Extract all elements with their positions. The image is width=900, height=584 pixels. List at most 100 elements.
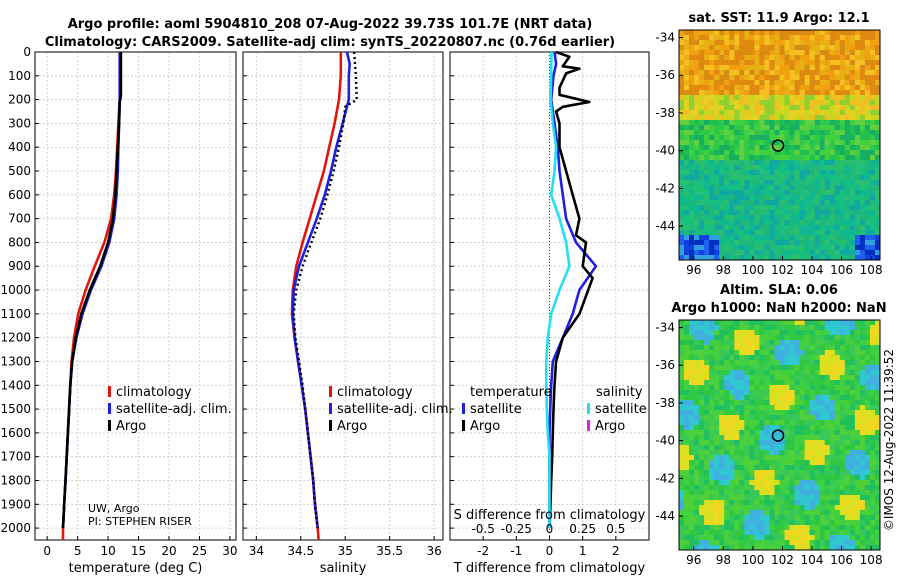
map-cell xyxy=(679,140,685,146)
map-cell xyxy=(844,170,851,176)
map-cell xyxy=(709,215,715,221)
map-cell xyxy=(870,85,876,91)
map-cell xyxy=(759,435,765,441)
map-cell xyxy=(739,355,745,361)
map-cell xyxy=(834,250,841,256)
map-cell xyxy=(754,390,760,396)
map-cell xyxy=(729,405,735,411)
map-cell xyxy=(679,40,685,46)
map-cell xyxy=(870,115,876,121)
map-cell xyxy=(819,45,826,51)
map-cell xyxy=(789,85,795,91)
map-cell xyxy=(709,85,715,91)
map-cell xyxy=(769,545,775,551)
map-cell xyxy=(789,425,795,431)
map-cell xyxy=(870,45,876,51)
map-cell xyxy=(744,465,750,471)
map-cell xyxy=(854,540,861,546)
map-cell xyxy=(784,125,790,131)
map-cell xyxy=(839,465,846,471)
map-cell xyxy=(794,110,800,116)
map-cell xyxy=(684,410,690,416)
map-cell xyxy=(774,345,780,351)
map-cell xyxy=(870,230,876,236)
map-cell xyxy=(839,145,846,151)
map-cell xyxy=(754,65,760,71)
map-cell xyxy=(814,245,821,251)
map-cell xyxy=(804,520,810,526)
map-cell xyxy=(849,490,856,496)
map-cell xyxy=(849,160,856,166)
map-cell xyxy=(834,215,841,221)
map-cell xyxy=(739,220,745,226)
map-cell xyxy=(804,530,810,536)
map-cell xyxy=(804,455,810,461)
map-cell xyxy=(704,345,710,351)
map-cell xyxy=(764,235,770,241)
map-cell xyxy=(864,405,871,411)
map-cell xyxy=(689,255,695,261)
map-cell xyxy=(834,120,841,126)
legend-satellite-adj-swatch xyxy=(108,403,111,414)
map-cell xyxy=(719,525,725,531)
map-cell xyxy=(759,530,765,536)
map-cell xyxy=(839,210,846,216)
map-cell xyxy=(789,245,795,251)
map-cell xyxy=(769,235,775,241)
map-cell xyxy=(859,115,866,121)
map-cell xyxy=(684,400,690,406)
map-cell xyxy=(714,190,720,196)
map-cell xyxy=(794,505,800,511)
map-cell xyxy=(689,35,695,41)
map-cell xyxy=(759,90,765,96)
map-cell xyxy=(689,355,695,361)
map-cell xyxy=(684,95,690,101)
map-cell xyxy=(779,335,785,341)
map-cell xyxy=(709,115,715,121)
map-cell xyxy=(724,365,730,371)
map-cell xyxy=(839,45,846,51)
map-cell xyxy=(864,125,871,131)
map-lat-label: -40 xyxy=(655,144,675,158)
map-cell xyxy=(679,175,685,181)
map-cell xyxy=(844,65,851,71)
map-cell xyxy=(769,420,775,426)
map-cell xyxy=(834,175,841,181)
map-cell xyxy=(794,155,800,161)
map-cell xyxy=(864,485,871,491)
map-cell xyxy=(875,345,881,351)
map-cell xyxy=(779,230,785,236)
map-cell xyxy=(764,170,770,176)
map-cell xyxy=(764,55,770,61)
map-cell xyxy=(824,525,831,531)
map-cell xyxy=(854,205,861,211)
map-cell xyxy=(734,235,740,241)
map-cell xyxy=(689,450,695,456)
map-cell xyxy=(794,35,800,41)
map-cell xyxy=(789,40,795,46)
map-cell xyxy=(739,155,745,161)
map-cell xyxy=(779,215,785,221)
map-cell xyxy=(784,505,790,511)
map-cell xyxy=(764,110,770,116)
map-cell xyxy=(824,80,831,86)
map-cell xyxy=(799,140,805,146)
map-cell xyxy=(854,490,861,496)
map-cell xyxy=(834,65,841,71)
map-cell xyxy=(759,430,765,436)
map-cell xyxy=(849,35,856,41)
map-cell xyxy=(839,40,846,46)
map-cell xyxy=(864,385,871,391)
map-cell xyxy=(769,530,775,536)
map-cell xyxy=(849,540,856,546)
map-cell xyxy=(739,195,745,201)
map-cell xyxy=(799,160,805,166)
map-cell xyxy=(834,200,841,206)
map-cell xyxy=(724,425,730,431)
map-cell xyxy=(839,330,846,336)
map-cell xyxy=(704,190,710,196)
map-cell xyxy=(749,485,755,491)
map-cell xyxy=(779,85,785,91)
map-cell xyxy=(734,135,740,141)
map-cell xyxy=(684,175,690,181)
